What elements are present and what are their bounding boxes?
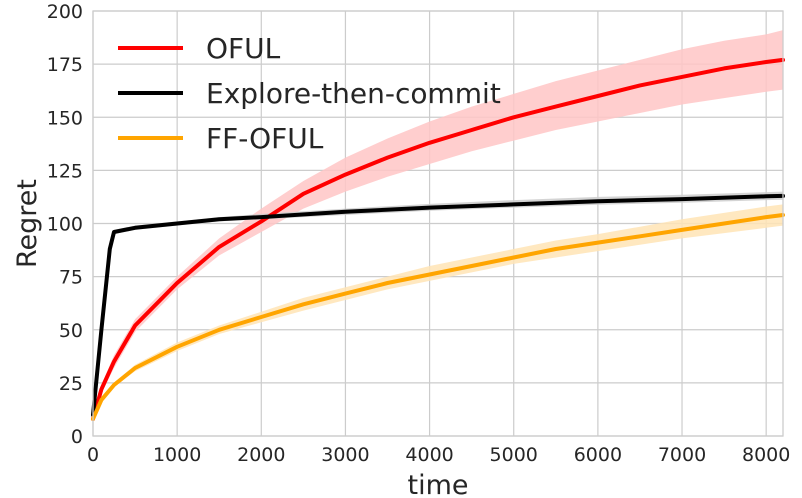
- legend: OFUL Explore-then-commit FF-OFUL: [118, 32, 501, 155]
- y-tick-label: 175: [47, 54, 83, 76]
- y-tick-label: 150: [47, 107, 83, 129]
- band-ff-oful: [93, 204, 783, 422]
- series-lines: [91, 57, 785, 421]
- x-tick-label: 5000: [490, 444, 538, 466]
- legend-label-ff-oful: FF-OFUL: [206, 122, 324, 155]
- y-axis-title: Regret: [12, 179, 43, 268]
- y-tick-label: 100: [47, 214, 83, 236]
- y-tick-label: 75: [59, 267, 83, 289]
- x-tick-label: 4000: [405, 444, 453, 466]
- y-tick-label: 25: [59, 373, 83, 395]
- y-tick-label: 0: [71, 426, 83, 448]
- x-axis-title: time: [407, 470, 468, 498]
- x-tick-label: 8000: [742, 444, 790, 466]
- x-tick-labels: 0 1000 2000 3000 4000 5000 6000 7000 8000: [87, 444, 790, 466]
- x-tick-label: 0: [87, 444, 99, 466]
- x-tick-label: 3000: [321, 444, 369, 466]
- line-explore-then-commit: [91, 193, 785, 417]
- line-oful: [91, 57, 785, 421]
- legend-label-explore-then-commit: Explore-then-commit: [206, 77, 501, 110]
- y-tick-label: 200: [47, 1, 83, 23]
- line-ff-oful: [91, 213, 785, 421]
- y-tick-labels: 0 25 50 75 100 125 150 175 200: [47, 1, 83, 448]
- y-tick-label: 125: [47, 160, 83, 182]
- x-tick-label: 2000: [237, 444, 285, 466]
- x-tick-label: 7000: [658, 444, 706, 466]
- plot-frame: [92, 10, 784, 437]
- x-tick-label: 6000: [574, 444, 622, 466]
- y-tick-label: 50: [59, 320, 83, 342]
- x-tick-label: 1000: [153, 444, 201, 466]
- legend-label-oful: OFUL: [206, 32, 281, 65]
